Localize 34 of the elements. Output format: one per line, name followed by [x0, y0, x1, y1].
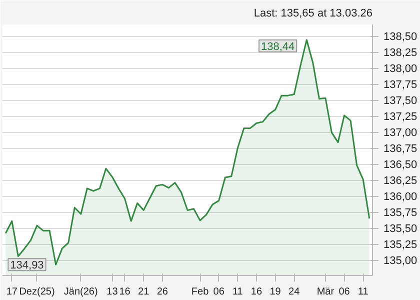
y-tick-label: 137,75 — [384, 79, 418, 92]
y-tick-label: 138,00 — [384, 63, 418, 76]
y-tick-label: 137,00 — [384, 127, 418, 140]
y-tick-label: 137,25 — [384, 111, 418, 124]
x-tick-label: Feb — [191, 286, 210, 298]
x-tick-label: 06 — [338, 286, 350, 298]
x-tick-label: 26 — [156, 286, 168, 298]
y-tick-label: 135,25 — [384, 239, 418, 252]
y-tick-label: 136,50 — [384, 159, 418, 172]
y-tick-label: 136,75 — [384, 143, 418, 156]
y-tick-label: 136,00 — [384, 191, 418, 204]
x-tick-label: 17 — [6, 286, 18, 298]
y-tick-label: 138,50 — [384, 31, 418, 44]
y-tick-label: 135,75 — [384, 207, 418, 220]
x-tick-label: Jän(26) — [64, 286, 98, 298]
x-tick-label: 21 — [138, 286, 150, 298]
y-tick-label: 135,50 — [384, 223, 418, 236]
x-tick-label: 06 — [213, 286, 225, 298]
y-tick-label: 135,00 — [384, 255, 418, 268]
x-tick-label: 11 — [232, 286, 244, 298]
y-tick-label: 136,25 — [384, 175, 418, 188]
text: Last: 135,65 at 13.03.26 — [254, 8, 373, 20]
x-tick-label: 19 — [270, 286, 282, 298]
annotation: 134,93 — [10, 260, 44, 272]
x-tick-label: 11 — [358, 286, 369, 298]
x-tick-label: 16 — [250, 286, 262, 298]
y-tick-label: 137,50 — [384, 95, 418, 108]
x-tick-label: 13 — [106, 286, 118, 298]
annotation: 138,44 — [261, 40, 295, 53]
x-tick-label: 24 — [288, 286, 300, 298]
y-tick-label: 138,25 — [384, 47, 418, 60]
x-tick-label: Dez(25) — [19, 286, 55, 298]
x-tick-label: Mär — [316, 286, 335, 298]
x-tick-label: 16 — [119, 286, 131, 298]
